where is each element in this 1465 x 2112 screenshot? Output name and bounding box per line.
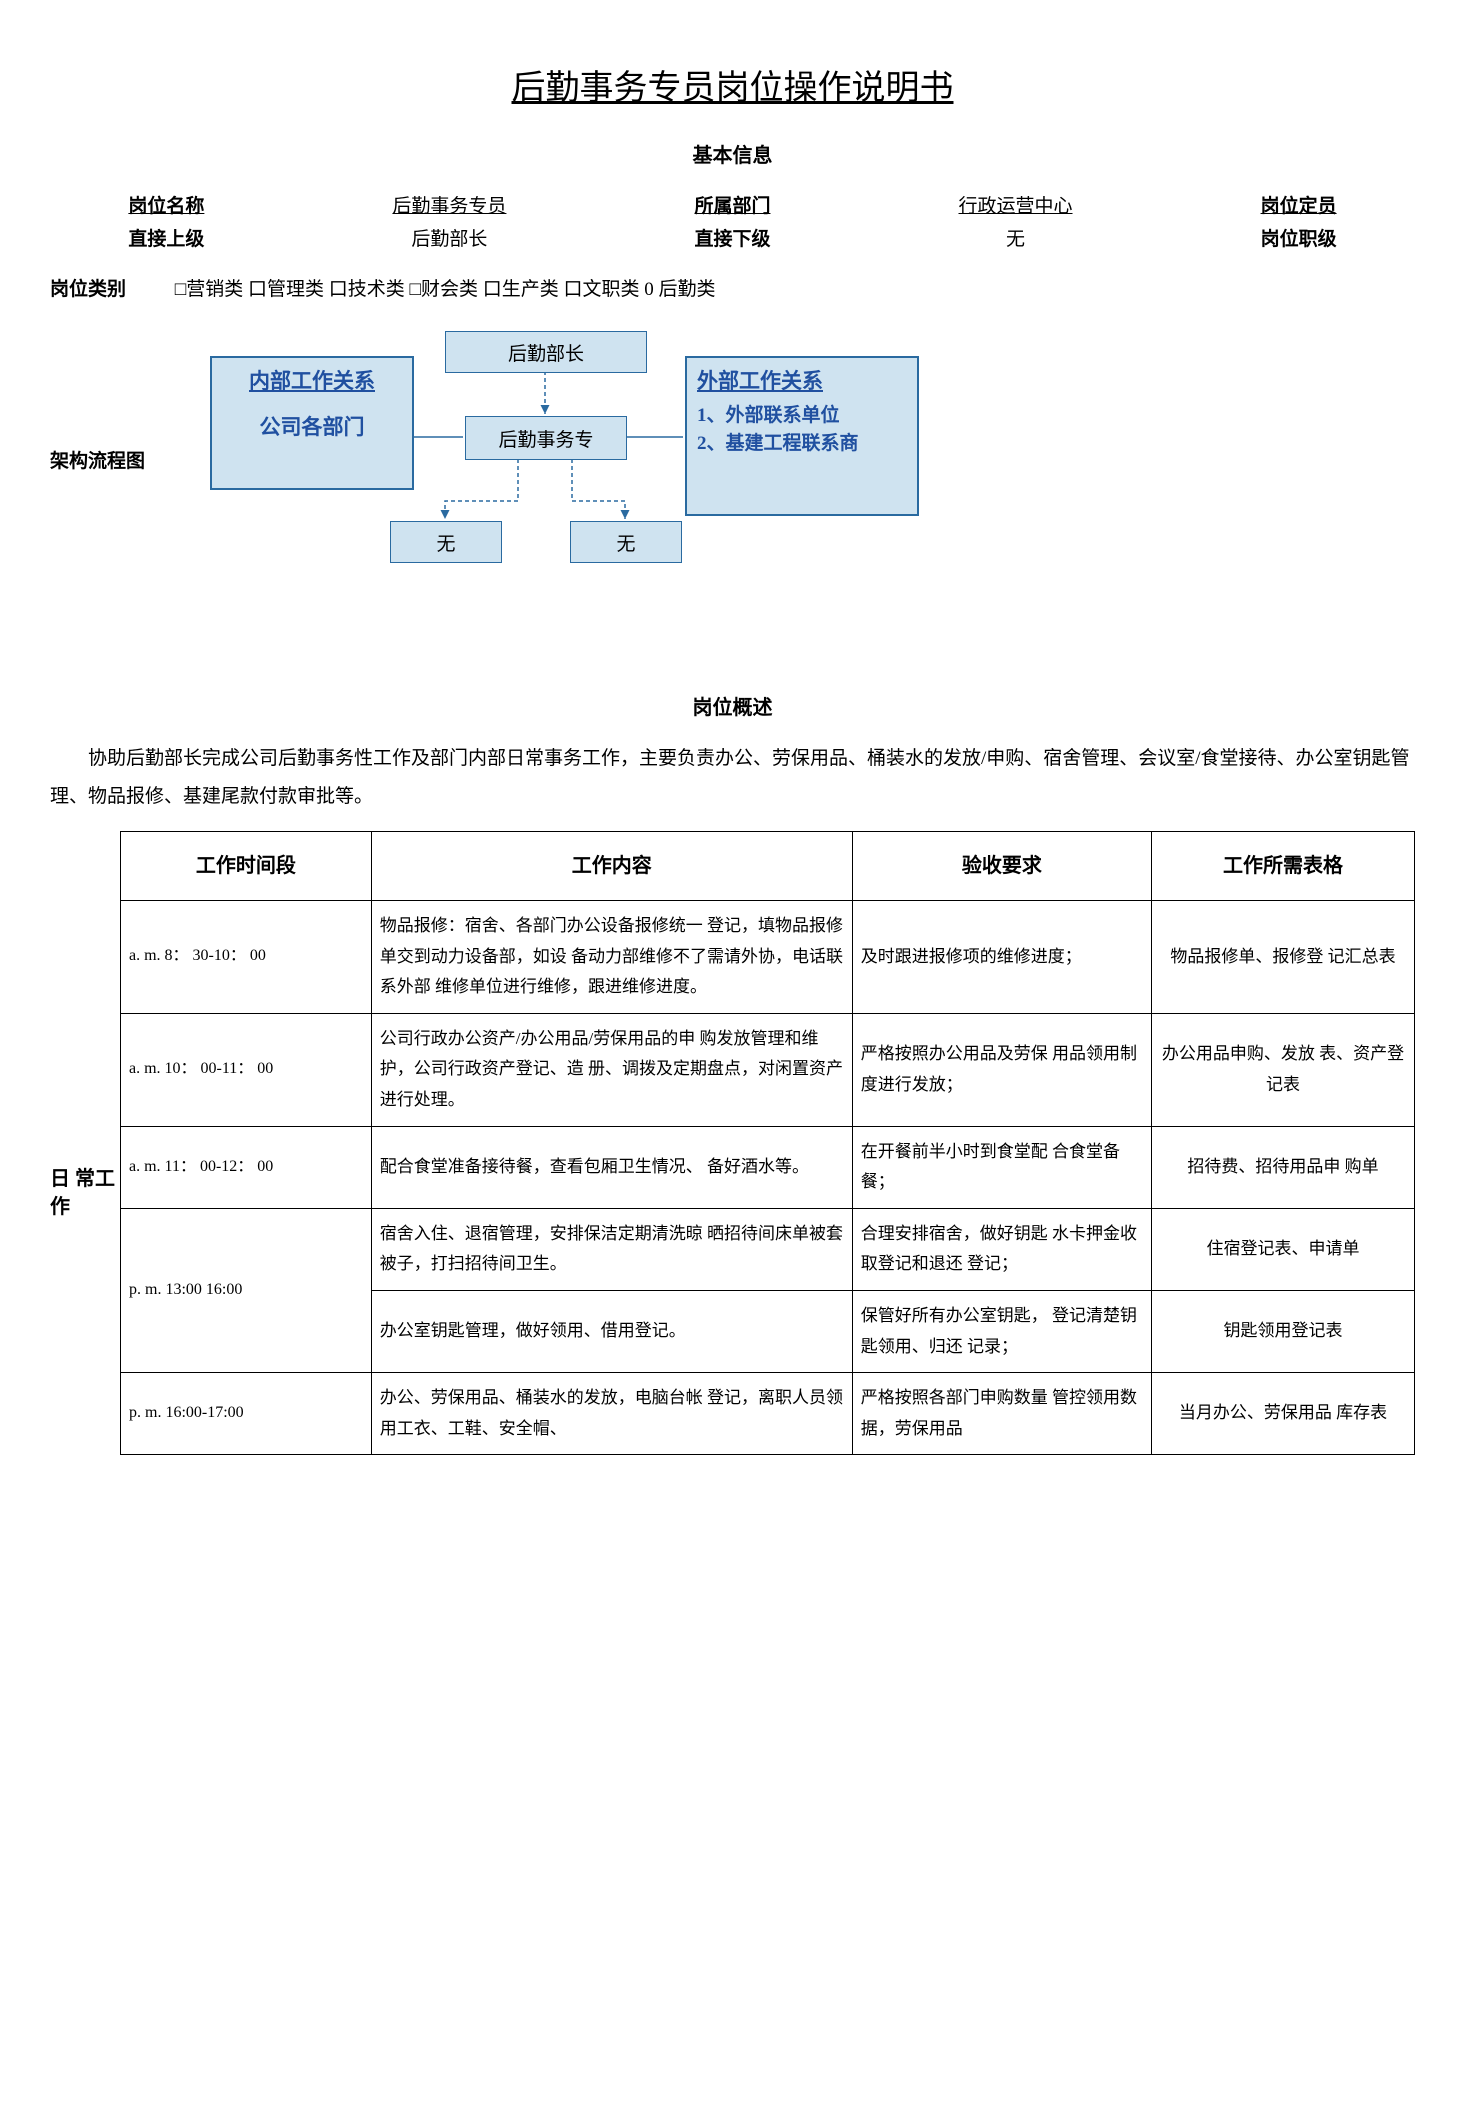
flow-node-internal: 内部工作关系 公司各部门: [210, 356, 414, 490]
cell-req: 及时跟进报修项的维修进度；: [852, 901, 1151, 1014]
cell-req: 保管好所有办公室钥匙， 登记清楚钥匙领用、归还 记录；: [852, 1290, 1151, 1372]
cell-form: 当月办公、劳保用品 库存表: [1152, 1373, 1415, 1455]
cell-time: a. m. 10： 00-11： 00: [121, 1013, 372, 1126]
col-header-time: 工作时间段: [121, 832, 372, 901]
cell-form: 物品报修单、报修登 记汇总表: [1152, 901, 1415, 1014]
label-position-name: 岗位名称: [50, 188, 283, 221]
flow-node-none-1: 无: [390, 521, 502, 563]
cell-req: 严格按照办公用品及劳保 用品领用制度进行发放；: [852, 1013, 1151, 1126]
flow-node-external: 外部工作关系 1、外部联系单位 2、基建工程联系商: [685, 356, 919, 516]
cell-time: a. m. 11： 00-12： 00: [121, 1126, 372, 1208]
cell-form: 住宿登记表、申请单: [1152, 1208, 1415, 1290]
flow-external-header: 外部工作关系: [697, 366, 823, 398]
cell-form: 办公用品申购、发放 表、资产登记表: [1152, 1013, 1415, 1126]
org-flowchart: 架构流程图 后勤部长 内部工作关系 公司各部门 后勤事务专 外部工作关系 1、外…: [50, 331, 1415, 631]
cell-content: 办公室钥匙管理，做好领用、借用登记。: [371, 1290, 852, 1372]
label-department: 所属部门: [616, 188, 849, 221]
table-row: p. m. 16:00-17:00办公、劳保用品、桶装水的发放，电脑台帐 登记，…: [121, 1373, 1415, 1455]
flow-internal-body: 公司各部门: [260, 409, 365, 447]
cell-content: 公司行政办公资产/办公用品/劳保用品的申 购发放管理和维护，公司行政资产登记、造…: [371, 1013, 852, 1126]
label-flowchart: 架构流程图: [50, 446, 145, 473]
section-basic-info: 基本信息: [50, 139, 1415, 168]
value-position-name: 后勤事务专员: [283, 188, 616, 221]
flow-external-line2: 2、基建工程联系商: [697, 430, 859, 459]
label-subordinate: 直接下级: [616, 221, 849, 254]
cell-req: 严格按照各部门申购数量 管控领用数据，劳保用品: [852, 1373, 1151, 1455]
flow-internal-header: 内部工作关系: [249, 363, 375, 401]
table-row: p. m. 13:00 16:00宿舍入住、退宿管理，安排保洁定期清洗晾 晒招待…: [121, 1208, 1415, 1290]
table-row: a. m. 8： 30-10： 00物品报修：宿舍、各部门办公设备报修统一 登记…: [121, 901, 1415, 1014]
col-header-content: 工作内容: [371, 832, 852, 901]
cell-time: a. m. 8： 30-10： 00: [121, 901, 372, 1014]
cell-content: 宿舍入住、退宿管理，安排保洁定期清洗晾 晒招待间床单被套被子，打扫招待间卫生。: [371, 1208, 852, 1290]
position-category: 岗位类别 □营销类 口管理类 口技术类 □财会类 口生产类 口文职类 0 后勤类: [50, 264, 1415, 321]
label-rank: 岗位职级: [1182, 221, 1415, 254]
section-overview: 岗位概述: [50, 691, 1415, 720]
cell-time: p. m. 16:00-17:00: [121, 1373, 372, 1455]
cell-content: 配合食堂准备接待餐，查看包厢卫生情况、 备好酒水等。: [371, 1126, 852, 1208]
value-subordinate: 无: [849, 221, 1182, 254]
label-daily-work: 日 常工 作: [50, 831, 120, 1455]
value-category-options: □营销类 口管理类 口技术类 □财会类 口生产类 口文职类 0 后勤类: [175, 279, 716, 300]
table-row: a. m. 10： 00-11： 00公司行政办公资产/办公用品/劳保用品的申 …: [121, 1013, 1415, 1126]
value-supervisor: 后勤部长: [283, 221, 616, 254]
doc-title: 后勤事务专员岗位操作说明书: [50, 60, 1415, 109]
basic-info-table: 岗位名称 后勤事务专员 所属部门 行政运营中心 岗位定员 直接上级 后勤部长 直…: [50, 188, 1415, 254]
cell-req: 合理安排宿舍，做好钥匙 水卡押金收取登记和退还 登记；: [852, 1208, 1151, 1290]
label-quota: 岗位定员: [1182, 188, 1415, 221]
flow-node-none-2: 无: [570, 521, 682, 563]
overview-text: 协助后勤部长完成公司后勤事务性工作及部门内部日常事务工作，主要负责办公、劳保用品…: [50, 740, 1415, 816]
cell-form: 钥匙领用登记表: [1152, 1290, 1415, 1372]
flow-external-line1: 1、外部联系单位: [697, 402, 840, 431]
daily-work-table: 工作时间段 工作内容 验收要求 工作所需表格 a. m. 8： 30-10： 0…: [120, 831, 1415, 1455]
table-row: a. m. 11： 00-12： 00配合食堂准备接待餐，查看包厢卫生情况、 备…: [121, 1126, 1415, 1208]
cell-time: p. m. 13:00 16:00: [121, 1208, 372, 1372]
cell-form: 招待费、招待用品申 购单: [1152, 1126, 1415, 1208]
label-category: 岗位类别: [50, 274, 170, 301]
flow-node-position: 后勤事务专: [465, 416, 627, 460]
flow-node-supervisor: 后勤部长: [445, 331, 647, 373]
label-supervisor: 直接上级: [50, 221, 283, 254]
cell-content: 办公、劳保用品、桶装水的发放，电脑台帐 登记，离职人员领用工衣、工鞋、安全帽、: [371, 1373, 852, 1455]
cell-req: 在开餐前半小时到食堂配 合食堂备餐；: [852, 1126, 1151, 1208]
col-header-form: 工作所需表格: [1152, 832, 1415, 901]
value-department: 行政运营中心: [849, 188, 1182, 221]
col-header-req: 验收要求: [852, 832, 1151, 901]
cell-content: 物品报修：宿舍、各部门办公设备报修统一 登记，填物品报修单交到动力设备部，如设 …: [371, 901, 852, 1014]
